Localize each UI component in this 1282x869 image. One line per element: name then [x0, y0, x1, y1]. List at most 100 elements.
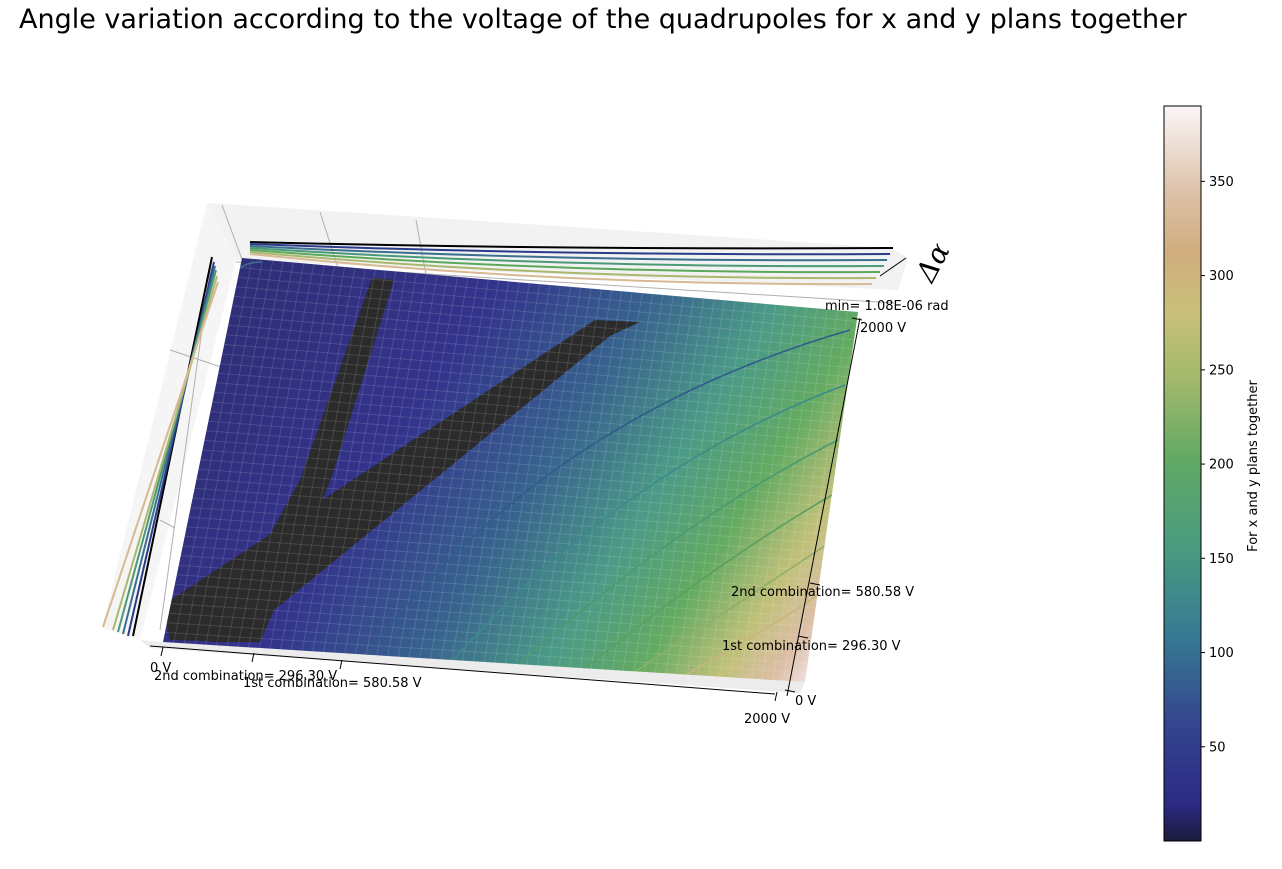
y-axis-ticks [784, 317, 863, 693]
mesh-line [408, 278, 479, 658]
mesh-line [206, 430, 835, 479]
mesh-line [611, 295, 674, 671]
mesh-line [182, 545, 819, 590]
mesh-line [224, 343, 847, 396]
mesh-line [226, 263, 305, 647]
mesh-line [430, 280, 500, 659]
mesh-line [194, 487, 827, 535]
mesh-line [376, 275, 448, 656]
mesh-line [239, 267, 857, 322]
colorbar: 50 100 150 200 250 300 350 For x and y plans t… [1163, 105, 1261, 842]
mesh-line [228, 324, 849, 378]
mesh-line [515, 287, 582, 665]
mesh-line [258, 266, 335, 649]
mesh-line [355, 274, 428, 655]
mesh-line [198, 468, 829, 516]
mesh-line [170, 603, 811, 646]
mesh-line [312, 270, 387, 652]
mesh-line [208, 420, 836, 470]
mesh-line [751, 307, 808, 679]
z-axis-label: Δα [909, 237, 957, 288]
mesh-line [166, 622, 808, 664]
mesh-line [168, 612, 810, 655]
mesh-line [644, 298, 705, 673]
x-tick-label: 1st combination= 580.58 V [243, 676, 422, 691]
surface [163, 258, 858, 682]
mesh-line [226, 334, 848, 387]
mesh-line [204, 439, 833, 489]
y-tick-label: 2000 V [860, 321, 906, 336]
mesh-line [633, 297, 695, 672]
surface-plot: 0 V 2nd combination= 296.30 V 1st combin… [102, 203, 957, 727]
colorbar-tick-label: 200 [1209, 458, 1234, 473]
minimum-annotation: min= 1.08E-06 rad [825, 299, 949, 314]
mesh-line [234, 295, 853, 350]
mesh-line [192, 497, 825, 544]
mesh-line [708, 303, 767, 677]
mesh-line [344, 273, 418, 654]
mesh-line [569, 292, 633, 668]
mesh-line [184, 535, 820, 581]
colorbar-tick-label: 50 [1209, 740, 1226, 755]
colorbar-tick-label: 250 [1209, 363, 1234, 378]
colorbar-tick-label: 300 [1209, 269, 1234, 284]
colorbar-ticks: 50 100 150 200 250 300 350 [1201, 175, 1234, 755]
mesh-line [236, 286, 855, 341]
mesh-line [237, 264, 315, 647]
mesh-line [172, 593, 812, 637]
mesh-line [290, 268, 366, 651]
projected-contours [102, 241, 894, 637]
mesh-line [205, 261, 284, 645]
y-tick-label: 0 V [795, 694, 816, 709]
mesh-line [174, 583, 813, 627]
mesh-line [238, 276, 856, 331]
colorbar-tick-label: 150 [1209, 552, 1234, 567]
mesh-line [740, 306, 797, 679]
mesh-line [183, 259, 264, 644]
mesh-line [472, 284, 541, 662]
mesh-line [483, 284, 551, 663]
colorbar-tick-label: 100 [1209, 646, 1234, 661]
mesh-line [190, 507, 824, 553]
mesh-line [526, 288, 592, 665]
mesh-line [537, 289, 602, 666]
mesh-line [216, 262, 294, 646]
mesh-line [590, 293, 654, 669]
mesh-line [180, 555, 817, 600]
mesh-line [601, 294, 664, 670]
mesh-line [783, 310, 838, 681]
mesh-line [686, 302, 746, 675]
mesh-line [188, 516, 823, 563]
x-tick-label: 2000 V [744, 712, 790, 727]
mesh-line [230, 315, 851, 368]
colorbar-label: For x and y plans together [1246, 380, 1261, 552]
mesh-line [504, 286, 572, 664]
mesh-line [202, 449, 832, 498]
mesh-line [579, 293, 643, 669]
mesh-line [214, 391, 840, 442]
floor-pane [140, 640, 805, 693]
mesh-line [222, 353, 845, 405]
mesh-line [176, 574, 815, 618]
mesh-line [269, 266, 346, 649]
mesh-line [196, 478, 828, 526]
mesh-line [194, 260, 274, 645]
mesh-line [451, 282, 520, 661]
y-tick-label: 1st combination= 296.30 V [722, 639, 901, 654]
minimum-valleys [163, 278, 640, 642]
mesh-line [729, 305, 787, 678]
mesh-line [676, 301, 736, 675]
mesh-line [280, 267, 356, 650]
chart-title: Angle variation according to the voltage… [19, 4, 1187, 35]
mesh-line [558, 291, 623, 667]
x-tick-label: 0 V [150, 661, 171, 676]
mesh-line [665, 300, 726, 674]
mesh-line [397, 277, 469, 657]
mesh-line [232, 305, 852, 359]
x-axis-ticks [160, 646, 778, 702]
mesh-line [365, 275, 438, 655]
mesh-line [212, 401, 839, 452]
mesh-line [301, 269, 376, 651]
mesh-line [419, 279, 489, 659]
mesh-line [654, 299, 715, 673]
